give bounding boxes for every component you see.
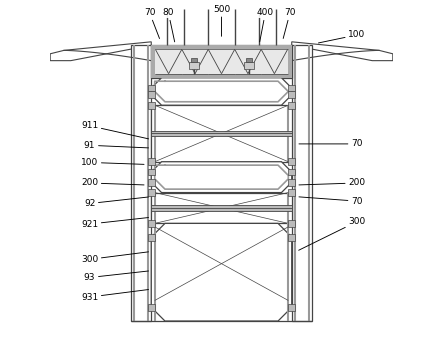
Polygon shape bbox=[292, 45, 312, 321]
Polygon shape bbox=[131, 45, 151, 321]
Bar bbox=[288, 304, 295, 311]
Bar bbox=[151, 45, 155, 78]
Bar bbox=[288, 102, 295, 109]
Polygon shape bbox=[151, 45, 292, 78]
Bar bbox=[288, 220, 295, 227]
Bar bbox=[148, 169, 155, 175]
Polygon shape bbox=[151, 193, 292, 223]
Text: 500: 500 bbox=[213, 5, 230, 36]
Text: 70: 70 bbox=[283, 8, 296, 39]
Text: 92: 92 bbox=[84, 197, 148, 208]
Text: 200: 200 bbox=[81, 179, 144, 187]
Text: 400: 400 bbox=[257, 8, 274, 42]
Polygon shape bbox=[151, 78, 292, 105]
Bar bbox=[288, 45, 292, 78]
Bar bbox=[148, 220, 155, 227]
Text: 921: 921 bbox=[81, 217, 148, 228]
Bar bbox=[288, 189, 295, 196]
Bar bbox=[151, 131, 292, 136]
Text: 300: 300 bbox=[299, 217, 365, 250]
Bar bbox=[148, 158, 155, 165]
Bar bbox=[288, 179, 295, 186]
Bar bbox=[288, 158, 295, 165]
Text: 200: 200 bbox=[299, 179, 365, 187]
Text: 300: 300 bbox=[81, 252, 148, 264]
Text: 91: 91 bbox=[84, 141, 148, 150]
Text: 100: 100 bbox=[81, 158, 144, 167]
Bar bbox=[148, 189, 155, 196]
Polygon shape bbox=[50, 42, 151, 61]
Bar bbox=[288, 169, 295, 175]
Polygon shape bbox=[292, 42, 393, 61]
Bar bbox=[148, 102, 155, 109]
Text: 93: 93 bbox=[84, 271, 148, 282]
Bar bbox=[246, 58, 252, 62]
Bar bbox=[151, 45, 292, 49]
Text: 70: 70 bbox=[299, 197, 362, 206]
Text: 100: 100 bbox=[319, 31, 365, 43]
Bar bbox=[288, 92, 295, 98]
Bar bbox=[151, 205, 292, 211]
Bar bbox=[191, 58, 197, 62]
Polygon shape bbox=[151, 105, 292, 162]
Polygon shape bbox=[151, 223, 292, 321]
Bar bbox=[244, 62, 254, 69]
Bar bbox=[288, 234, 295, 240]
Text: 70: 70 bbox=[299, 139, 362, 148]
Bar bbox=[189, 62, 199, 69]
Bar bbox=[148, 179, 155, 186]
Text: 911: 911 bbox=[81, 121, 148, 139]
Text: 931: 931 bbox=[81, 290, 148, 302]
Bar bbox=[288, 85, 295, 92]
Bar bbox=[151, 74, 292, 78]
Text: 80: 80 bbox=[163, 8, 175, 42]
Bar bbox=[148, 85, 155, 92]
Polygon shape bbox=[151, 162, 292, 193]
Text: 70: 70 bbox=[144, 8, 159, 39]
Bar bbox=[148, 304, 155, 311]
Bar bbox=[148, 234, 155, 240]
Bar bbox=[148, 92, 155, 98]
